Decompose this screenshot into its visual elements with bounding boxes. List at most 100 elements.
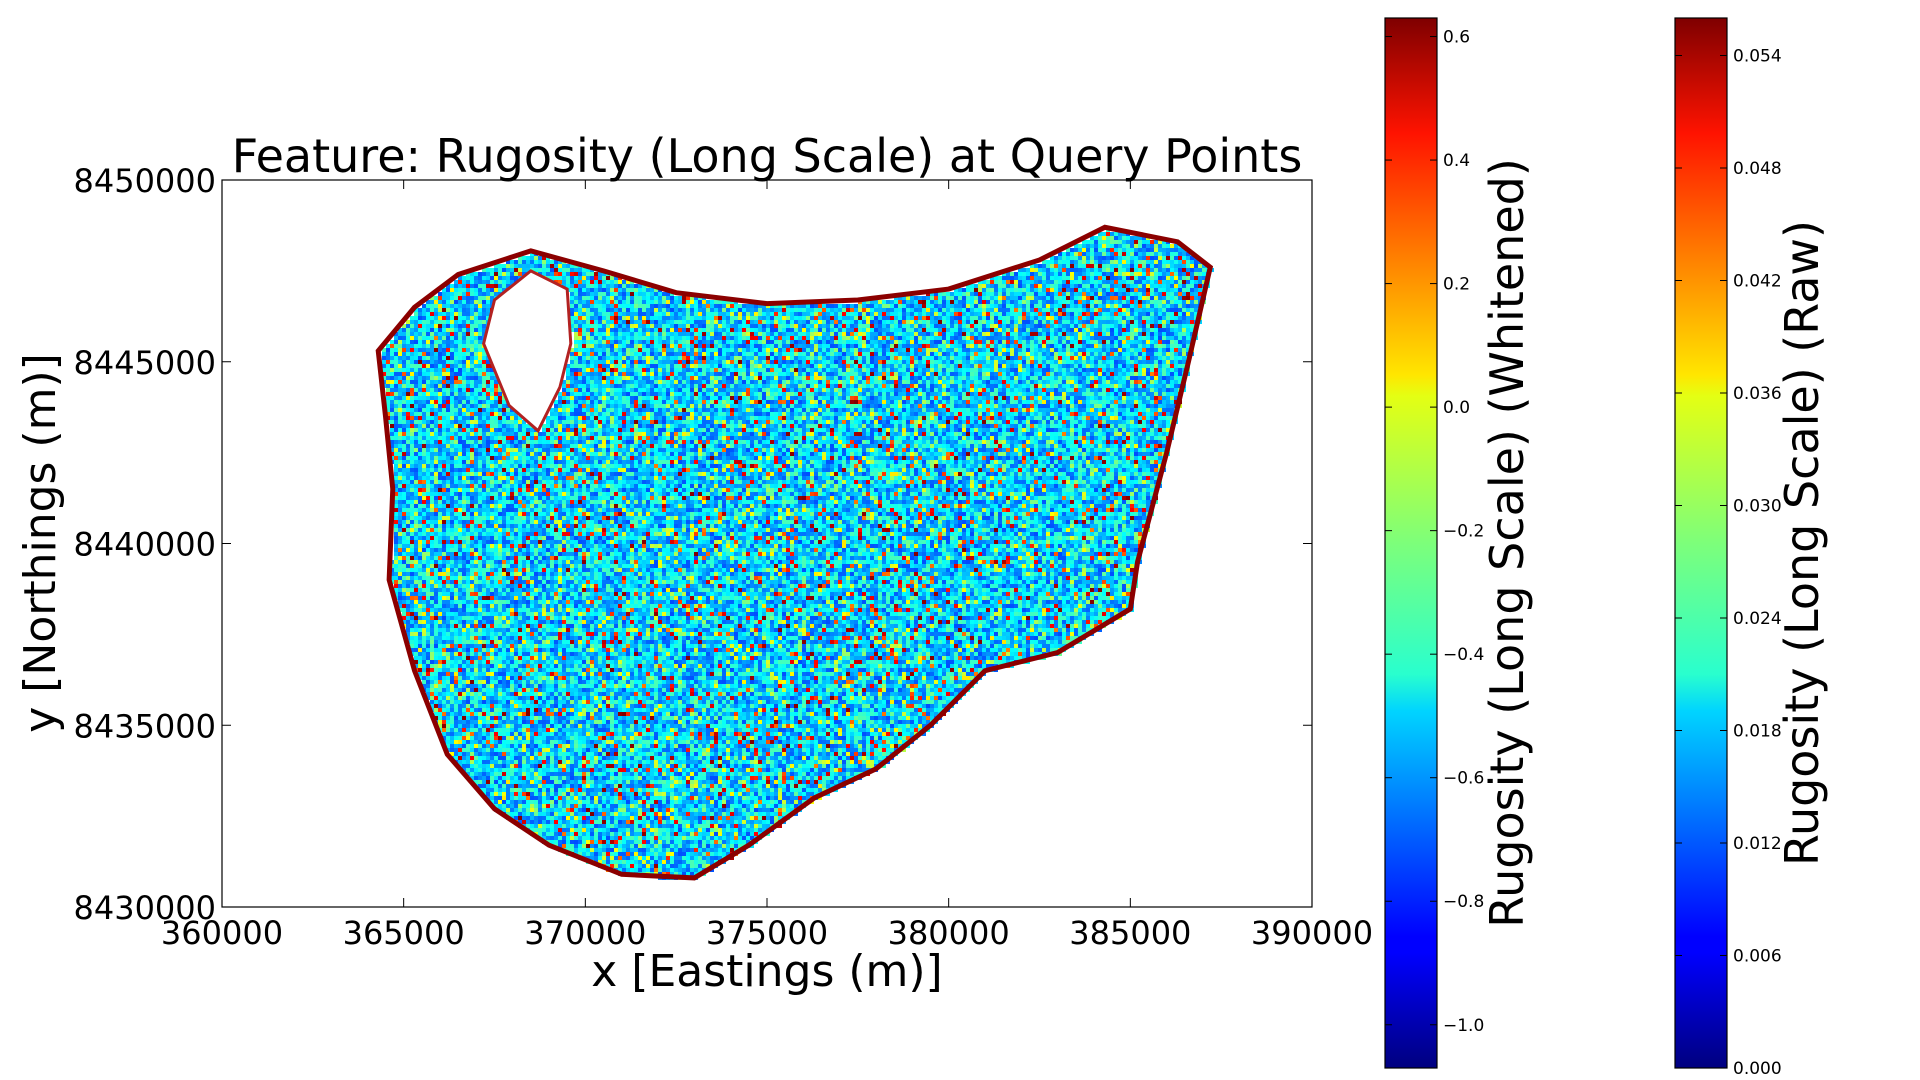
- query-point: [486, 372, 490, 376]
- query-point: [1102, 240, 1106, 244]
- query-point: [1154, 336, 1158, 340]
- query-point: [650, 372, 654, 376]
- query-point: [1074, 340, 1078, 344]
- query-point: [482, 272, 486, 276]
- query-point: [390, 360, 394, 364]
- query-point: [474, 340, 478, 344]
- query-point: [906, 376, 910, 380]
- query-point: [490, 292, 494, 296]
- query-point: [570, 376, 574, 380]
- query-point: [606, 288, 610, 292]
- query-point: [874, 348, 878, 352]
- query-point: [938, 380, 942, 384]
- query-point: [746, 348, 750, 352]
- query-point: [1202, 268, 1206, 272]
- query-point: [1178, 312, 1182, 316]
- query-point: [1054, 348, 1058, 352]
- query-point: [890, 304, 894, 308]
- query-point: [1150, 252, 1154, 256]
- query-point: [574, 276, 578, 280]
- query-point: [894, 340, 898, 344]
- query-point: [1134, 240, 1138, 244]
- query-point: [994, 380, 998, 384]
- query-point: [462, 284, 466, 288]
- query-point: [1194, 288, 1198, 292]
- query-point: [846, 308, 850, 312]
- query-point: [674, 372, 678, 376]
- query-point: [1034, 352, 1038, 356]
- query-point: [690, 308, 694, 312]
- query-point: [978, 304, 982, 308]
- query-point: [1042, 316, 1046, 320]
- query-point: [1022, 280, 1026, 284]
- query-point: [1046, 372, 1050, 376]
- query-point: [1018, 320, 1022, 324]
- query-point: [994, 316, 998, 320]
- query-point: [762, 368, 766, 372]
- query-point: [1090, 252, 1094, 256]
- query-point: [710, 320, 714, 324]
- query-point: [726, 328, 730, 332]
- query-point: [898, 324, 902, 328]
- query-point: [942, 312, 946, 316]
- query-point: [1186, 340, 1190, 344]
- query-point: [1034, 324, 1038, 328]
- query-point: [450, 316, 454, 320]
- query-point: [622, 368, 626, 372]
- query-point: [430, 372, 434, 376]
- query-point: [866, 324, 870, 328]
- query-point: [998, 296, 1002, 300]
- query-point: [918, 324, 922, 328]
- query-point: [834, 380, 838, 384]
- query-point: [694, 316, 698, 320]
- query-point: [1174, 356, 1178, 360]
- query-point: [726, 376, 730, 380]
- query-point: [1018, 380, 1022, 384]
- query-point: [634, 308, 638, 312]
- query-point: [1122, 348, 1126, 352]
- query-point: [1054, 336, 1058, 340]
- query-point: [590, 332, 594, 336]
- query-point: [958, 364, 962, 368]
- query-point: [586, 384, 590, 388]
- query-point: [590, 340, 594, 344]
- query-point: [1106, 348, 1110, 352]
- query-point: [958, 372, 962, 376]
- query-point: [490, 380, 494, 384]
- query-point: [670, 360, 674, 364]
- query-point: [778, 368, 782, 372]
- query-point: [1166, 372, 1170, 376]
- query-point: [942, 300, 946, 304]
- query-point: [1190, 264, 1194, 268]
- query-point: [1058, 324, 1062, 328]
- query-point: [854, 316, 858, 320]
- query-point: [962, 332, 966, 336]
- query-point: [930, 348, 934, 352]
- query-point: [830, 316, 834, 320]
- query-point: [762, 332, 766, 336]
- query-point: [610, 340, 614, 344]
- query-point: [686, 332, 690, 336]
- query-point: [726, 356, 730, 360]
- query-point: [674, 360, 678, 364]
- query-point: [602, 280, 606, 284]
- query-point: [702, 328, 706, 332]
- query-point: [954, 352, 958, 356]
- query-point: [602, 336, 606, 340]
- query-point: [790, 348, 794, 352]
- query-point: [670, 308, 674, 312]
- query-point: [930, 376, 934, 380]
- query-point: [1110, 360, 1114, 364]
- query-point: [734, 316, 738, 320]
- query-point: [910, 340, 914, 344]
- query-point: [618, 384, 622, 388]
- query-point: [474, 328, 478, 332]
- query-point: [446, 288, 450, 292]
- query-point: [934, 300, 938, 304]
- query-point: [1082, 280, 1086, 284]
- query-point: [414, 352, 418, 356]
- query-point: [930, 336, 934, 340]
- query-point: [670, 384, 674, 388]
- query-point: [634, 336, 638, 340]
- query-point: [1074, 284, 1078, 288]
